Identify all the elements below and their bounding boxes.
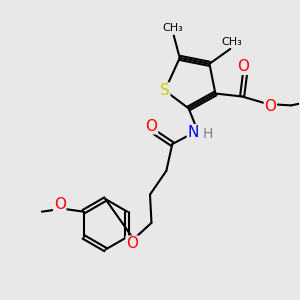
Text: S: S: [160, 83, 170, 98]
Text: O: O: [238, 59, 250, 74]
Text: O: O: [146, 119, 158, 134]
Text: CH₃: CH₃: [162, 23, 183, 33]
Text: N: N: [188, 125, 199, 140]
Text: O: O: [54, 197, 66, 212]
Text: O: O: [264, 99, 276, 114]
Text: CH₃: CH₃: [221, 37, 242, 46]
Text: O: O: [126, 236, 138, 251]
Text: H: H: [203, 127, 213, 141]
